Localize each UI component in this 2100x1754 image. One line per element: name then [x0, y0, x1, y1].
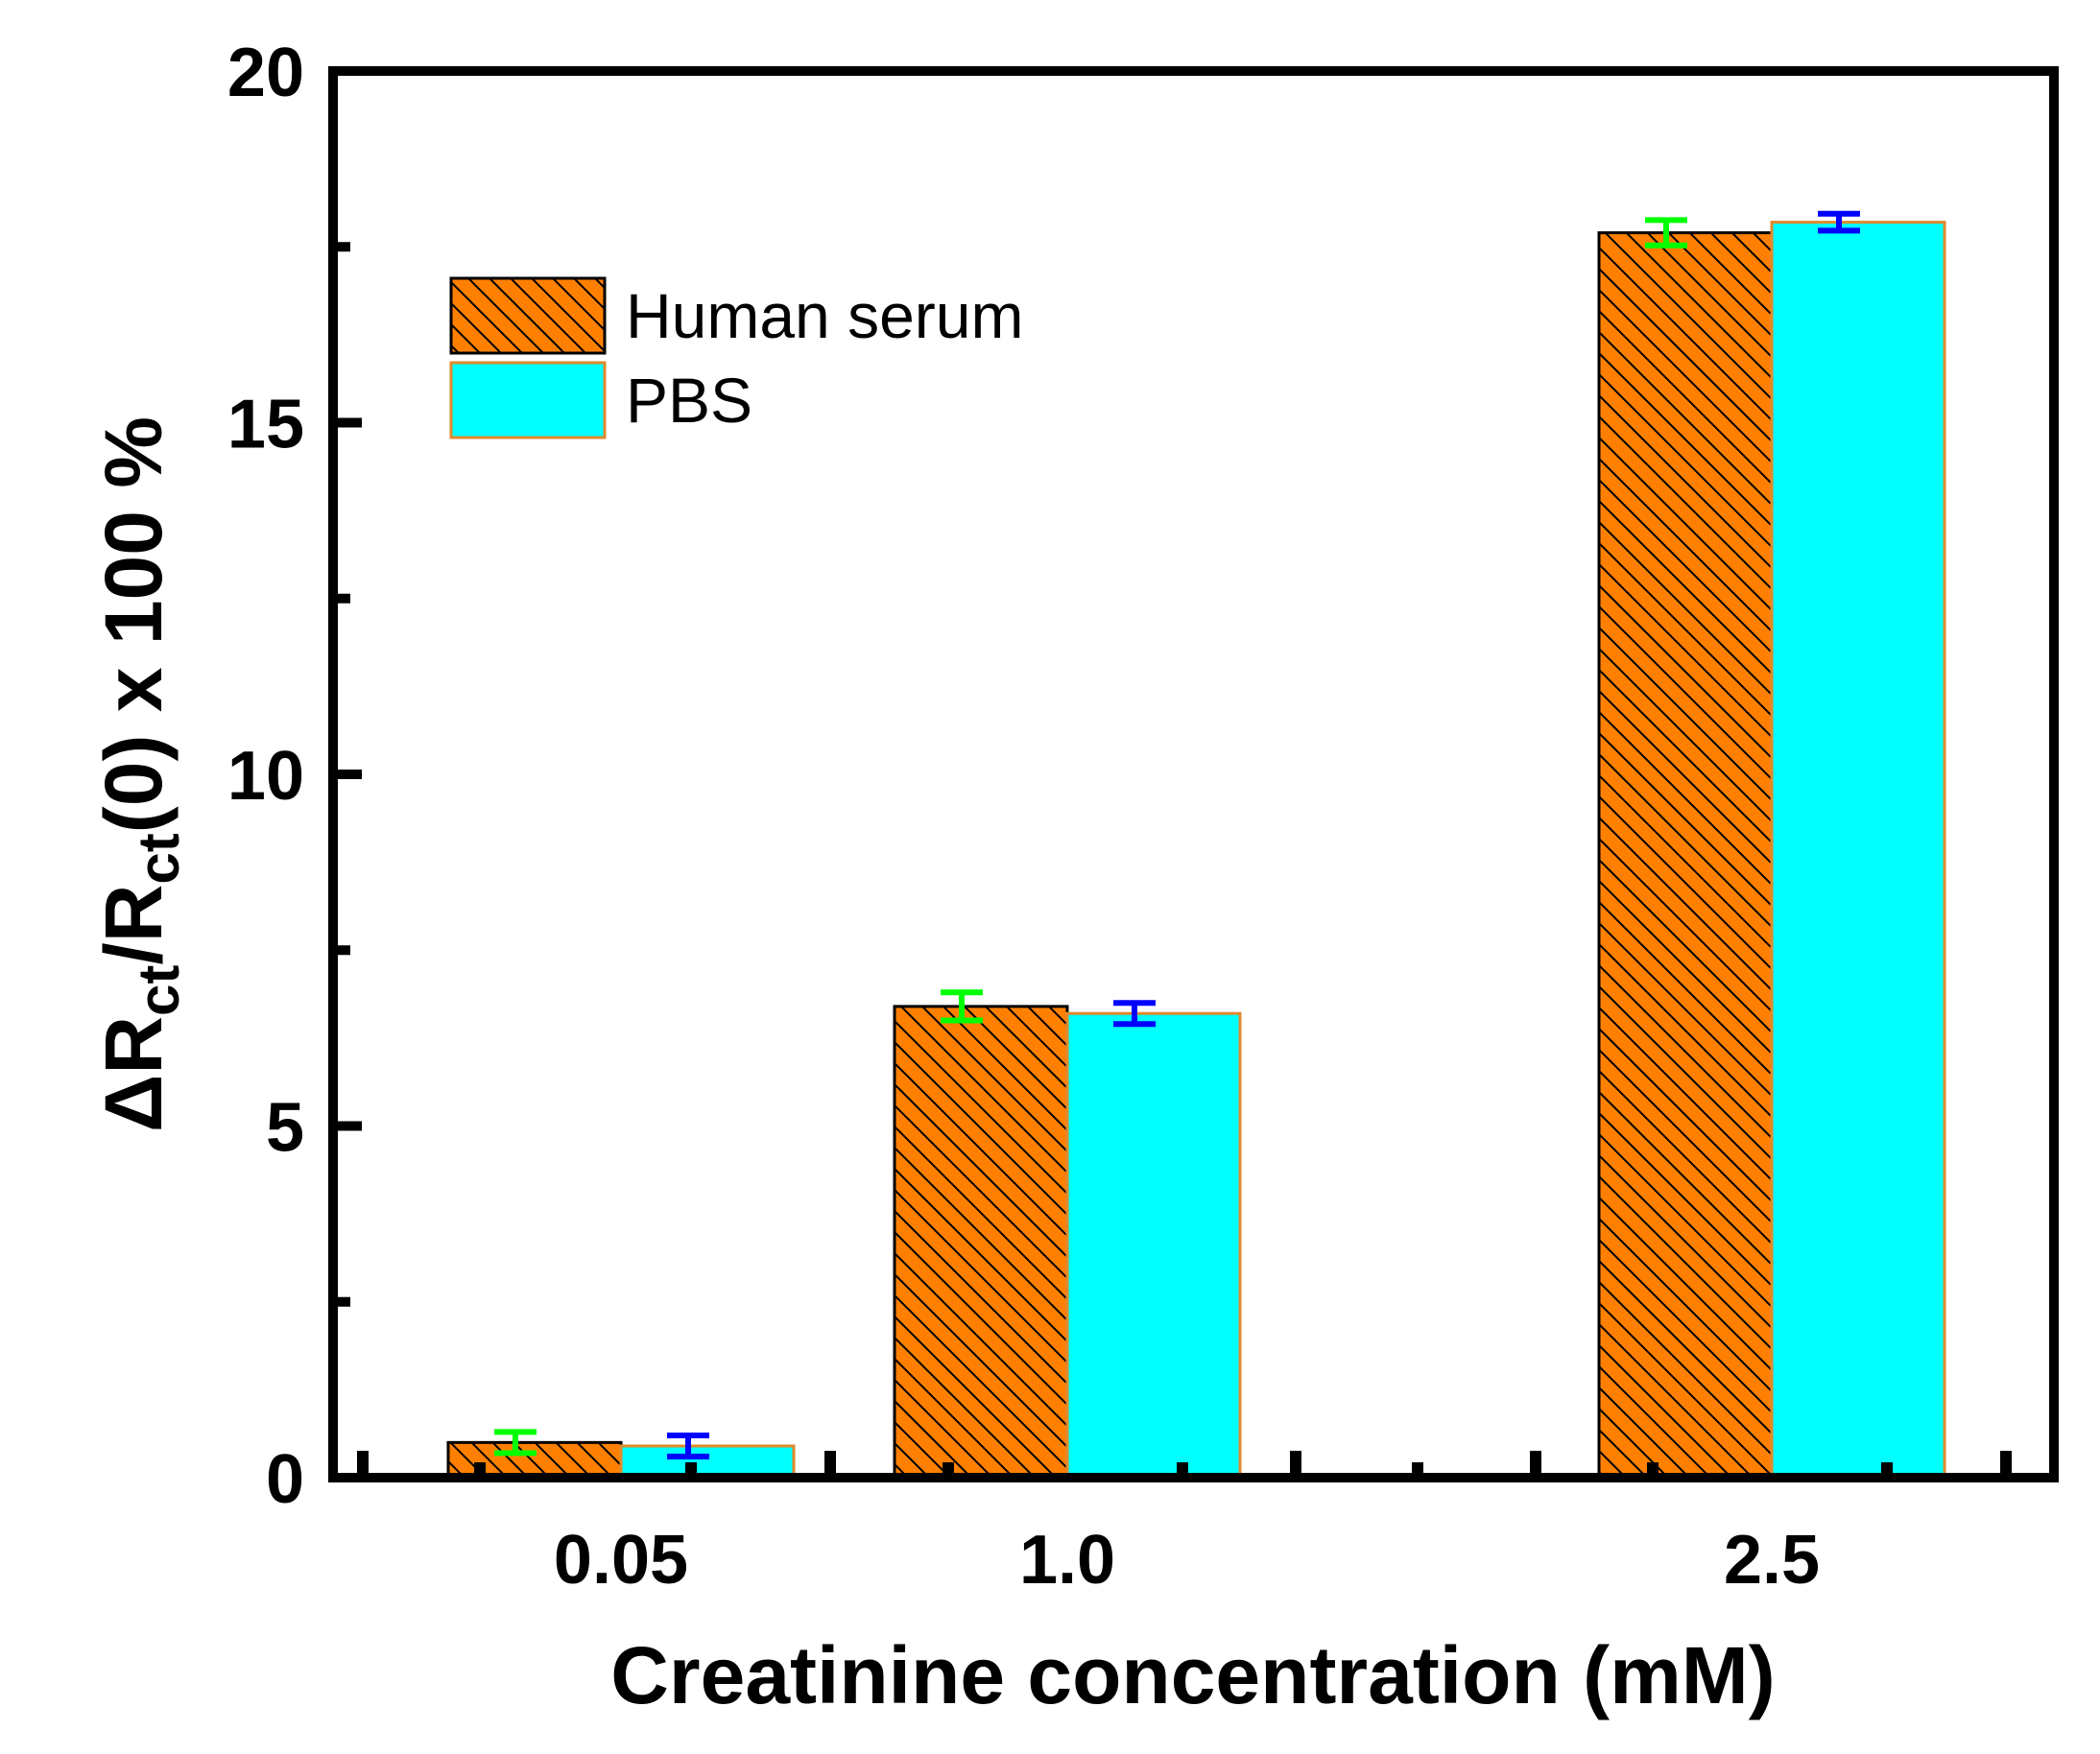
legend-swatch-pbs: [449, 361, 607, 439]
legend-label-human-serum: Human serum: [626, 280, 1023, 351]
bar-pbs-1.0: [1065, 1011, 1242, 1480]
y-tick-label: 15: [227, 387, 304, 463]
x-axis-ticks: 0.05 1.0 2.5: [357, 1451, 2012, 1599]
bar-human-serum-2.5: [1597, 231, 1774, 1480]
x-tick-label-1.0: 1.0: [1019, 1522, 1115, 1599]
error-bar-pbs-2.5: [1818, 210, 1860, 234]
bars-group: [446, 221, 1946, 1480]
y-tick-label: 10: [227, 738, 304, 815]
bar-human-serum-1.0: [893, 1005, 1069, 1480]
legend: Human serum PBS: [449, 276, 1023, 439]
legend-label-pbs: PBS: [626, 365, 752, 436]
y-tick-label: 0: [266, 1441, 304, 1518]
error-bar-pbs-0.05: [667, 1433, 709, 1460]
error-bar-human-serum-0.05: [494, 1429, 537, 1457]
error-bar-human-serum-1.0: [941, 989, 983, 1024]
x-tick-label-2.5: 2.5: [1724, 1522, 1820, 1599]
error-bars-group: [494, 210, 1860, 1460]
y-axis-title: ΔRct/Rct(0) x 100 %: [88, 416, 191, 1132]
x-tick-label-0.05: 0.05: [554, 1522, 688, 1599]
legend-swatch-human-serum: [449, 276, 607, 355]
x-axis-title: Creatinine concentration (mM): [610, 1630, 1775, 1720]
error-bar-human-serum-2.5: [1645, 217, 1687, 249]
y-axis-ticks: 0 5 10 15 20: [227, 35, 362, 1518]
error-bar-pbs-1.0: [1113, 1000, 1156, 1028]
bar-pbs-2.5: [1770, 221, 1946, 1480]
y-tick-label: 20: [227, 35, 304, 111]
y-tick-label: 5: [266, 1090, 304, 1167]
